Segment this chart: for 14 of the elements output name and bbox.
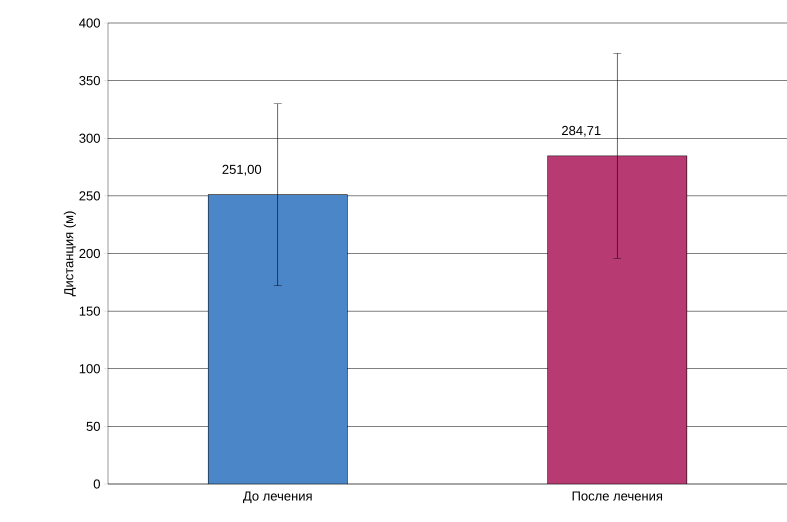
y-tick-label: 50 [86,422,100,431]
data-label: 251,00 [222,164,262,176]
y-axis-title: Дистанция (м) [64,211,76,296]
y-tick-label: 350 [79,76,100,86]
data-label: 284,71 [562,126,601,137]
y-tick-label: 0 [94,479,100,489]
y-tick-label: 250 [79,191,100,200]
x-tick-label: После лечения [572,492,662,501]
x-tick-label: До лечения [243,492,312,504]
y-tick-label: 200 [79,248,100,258]
y-tick-label: 100 [80,364,100,374]
y-tick-label: 300 [79,134,100,143]
y-tick-label: 400 [79,18,100,28]
y-tick-label: 150 [80,306,100,316]
